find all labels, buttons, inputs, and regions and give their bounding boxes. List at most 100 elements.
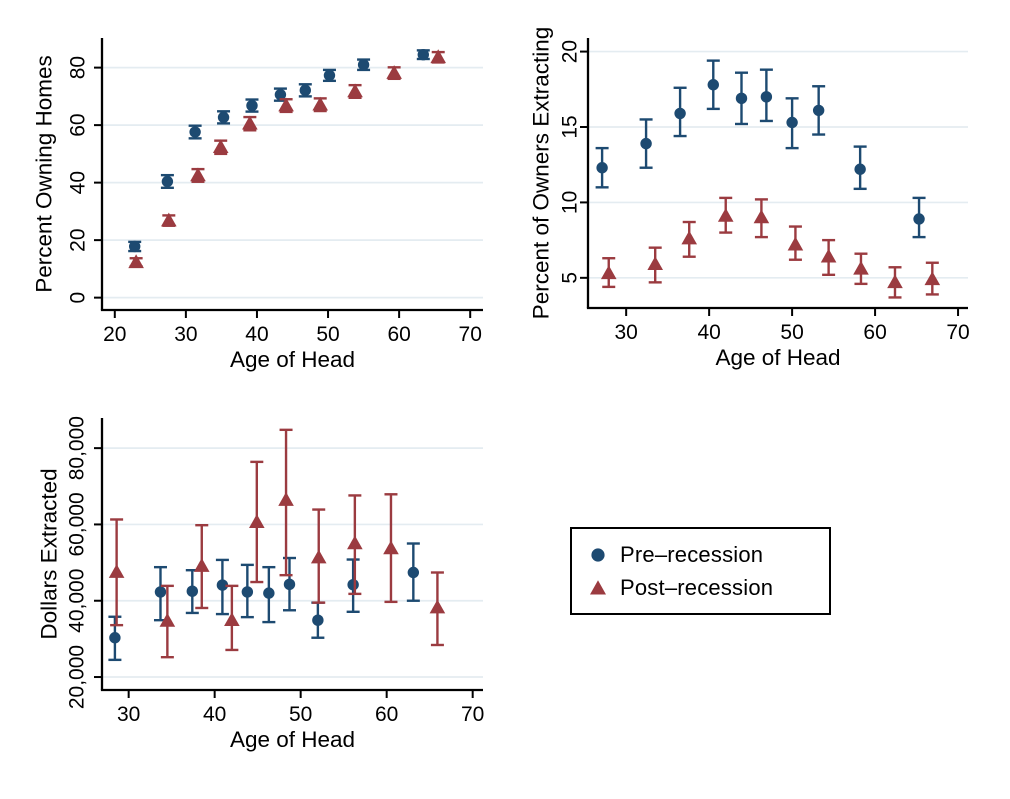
pre-recession-marker (216, 579, 229, 591)
pre-recession-marker (357, 59, 370, 71)
pre-recession-marker (323, 69, 336, 82)
post-recession-marker (193, 558, 210, 572)
pre-recession-marker (299, 84, 311, 97)
y-tick-label: 20 (559, 40, 582, 63)
x-axis-title: Age of Head (230, 727, 355, 752)
x-tick-label: 30 (117, 703, 140, 726)
pre-recession-marker (217, 111, 230, 124)
x-tick-label: 50 (289, 703, 312, 726)
pre-recession-marker (161, 175, 174, 188)
post-recession-marker (430, 49, 447, 64)
pre-recession-marker (347, 579, 359, 591)
legend-label-post-recession: Post–recession (620, 574, 774, 600)
y-tick-label: 5 (559, 272, 582, 284)
chart-percent-of-owners-extracting-svg: 5 10 15 20 30 40 50 60 70 Age of Head Percent of O… (529, 27, 970, 370)
pre-recession-marker (283, 578, 296, 591)
post-recession-marker (600, 265, 617, 280)
post-recession-marker (383, 540, 399, 555)
post-recession-marker (887, 274, 903, 289)
y-tick-label: 40 (67, 171, 90, 194)
post-recession-marker (347, 535, 363, 550)
chart-percent-owning-homes: 0 20 40 60 80 20 30 40 50 60 70 Age of Head Percent … (0, 0, 505, 397)
legend-item-pre-recession: Pre–recession (585, 542, 829, 568)
post-recession-marker (224, 612, 240, 626)
x-tick-label: 70 (461, 703, 484, 726)
pre-recession-marker (274, 88, 287, 101)
x-tick-label: 50 (316, 323, 339, 346)
post-recession-marker (249, 514, 265, 528)
pre-recession-marker (241, 586, 254, 598)
post-recession-marker (108, 564, 125, 578)
pre-recession-marker (596, 162, 608, 174)
x-axis-title: Age of Head (230, 347, 355, 372)
post-recession-marker (312, 96, 329, 111)
x-axis-title: Age of Head (715, 345, 840, 370)
post-recession-marker (212, 139, 229, 154)
x-tick-label: 60 (375, 703, 398, 726)
pre-recession-marker (128, 240, 141, 253)
post-recession-marker (161, 212, 177, 227)
post-recession-marker (753, 209, 770, 224)
post-recession-marker (278, 97, 294, 112)
chart-dollars-extracted: 20,000 40,000 60,000 80,000 30 40 50 60 70 Age of… (0, 397, 505, 794)
pre-recession-circle-icon (591, 547, 605, 562)
y-axis-title: Dollars Extracted (37, 468, 62, 639)
legend-label-pre-recession: Pre–recession (620, 541, 764, 567)
x-tick-label: 20 (103, 323, 126, 346)
x-tick-label: 30 (614, 321, 637, 344)
x-tick-label: 40 (697, 321, 720, 344)
pre-recession-marker (263, 587, 275, 599)
x-tick-label: 40 (245, 323, 268, 346)
y-tick-label: 20 (67, 228, 90, 251)
x-tick-label: 50 (780, 321, 803, 344)
y-tick-label: 0 (67, 292, 90, 304)
post-recession-marker (159, 612, 176, 627)
y-tick-label: 60,000 (66, 492, 89, 556)
x-tick-label: 70 (946, 321, 969, 344)
chart-percent-of-owners-extracting: 5 10 15 20 30 40 50 60 70 Age of Head Percent of O… (505, 0, 1010, 397)
pre-recession-marker (189, 126, 201, 138)
post-recession-triangle-icon (590, 579, 606, 594)
chart-percent-owning-homes-svg: 0 20 40 60 80 20 30 40 50 60 70 Age of Head Percent … (32, 38, 483, 372)
post-recession-marker (681, 230, 698, 245)
x-tick-label: 30 (174, 323, 197, 346)
pre-recession-marker (913, 213, 925, 225)
x-tick-label: 70 (459, 323, 482, 346)
post-recession-marker (853, 260, 869, 275)
post-recession-marker (647, 256, 664, 271)
y-tick-label: 40,000 (66, 569, 89, 633)
chart-dollars-extracted-svg: 20,000 40,000 60,000 80,000 30 40 50 60 70 Age of… (37, 416, 485, 752)
post-recession-marker (242, 115, 258, 130)
pre-recession-marker (154, 586, 167, 598)
post-recession-marker (717, 207, 734, 222)
y-tick-label: 15 (559, 115, 582, 138)
pre-recession-marker (707, 79, 719, 91)
post-recession-marker (278, 492, 294, 506)
post-recession-marker (128, 254, 144, 269)
post-recession-marker (924, 271, 941, 286)
pre-recession-marker (786, 116, 798, 129)
post-recession-marker (190, 167, 206, 182)
legend: Pre–recession Post–recession (570, 527, 831, 615)
post-recession-marker (820, 248, 837, 263)
post-recession-marker (429, 599, 446, 614)
pre-recession-marker (417, 48, 429, 61)
y-tick-label: 20,000 (66, 645, 89, 709)
pre-recession-marker (312, 614, 324, 626)
x-tick-label: 40 (203, 703, 226, 726)
pre-recession-marker (812, 104, 825, 117)
post-recession-marker (347, 83, 363, 98)
y-tick-label: 80,000 (66, 416, 89, 480)
y-tick-label: 60 (67, 113, 90, 136)
post-recession-marker (386, 65, 402, 79)
legend-item-post-recession: Post–recession (585, 575, 829, 601)
pre-recession-marker (246, 99, 258, 112)
x-tick-label: 60 (387, 323, 410, 346)
x-tick-label: 60 (863, 321, 886, 344)
post-recession-marker (787, 236, 804, 251)
pre-recession-marker (109, 632, 121, 644)
pre-recession-marker (760, 91, 773, 103)
pre-recession-marker (854, 163, 866, 175)
y-tick-label: 10 (559, 191, 582, 214)
